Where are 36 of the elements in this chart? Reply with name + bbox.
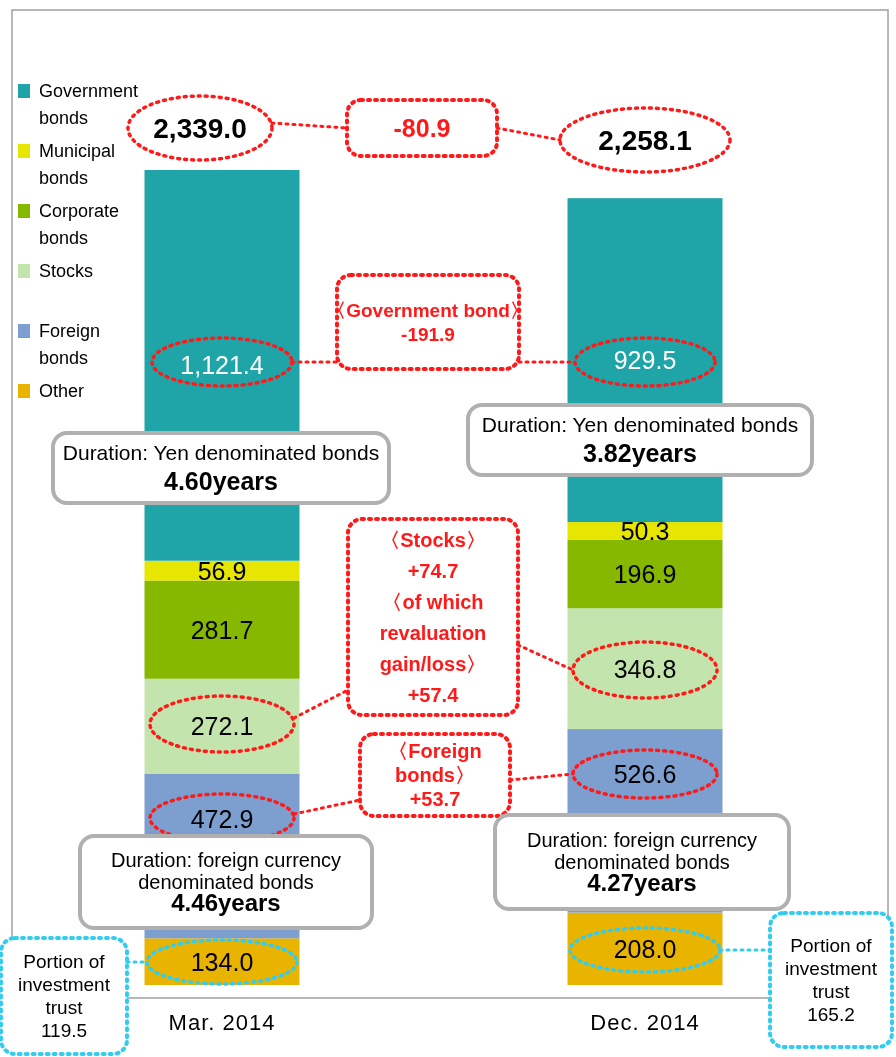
data-label: 1,121.4 <box>180 351 264 380</box>
data-label: 281.7 <box>190 615 254 644</box>
bar <box>567 608 723 730</box>
data-label: 929.5 <box>613 346 677 375</box>
x-tick-label: Mar. 2014 <box>168 1010 276 1035</box>
legend-label: Other <box>39 381 85 401</box>
data-label: 346.8 <box>613 654 677 683</box>
annotation: Portion of investment trust 165.2 <box>785 935 878 1026</box>
x-tick-label: Dec. 2014 <box>590 1010 700 1035</box>
legend-label: Corporate bonds <box>39 201 120 248</box>
annotation: Portion of investment trust 119.5 <box>18 951 111 1042</box>
legend-label: Municipal bonds <box>39 141 116 188</box>
text: -80.9 <box>393 113 451 142</box>
bar <box>144 580 300 679</box>
data-label: 50.3 <box>620 516 670 545</box>
data-label: 208.0 <box>613 934 677 963</box>
bar <box>144 678 300 774</box>
total-label: 2,258.1 <box>598 125 692 156</box>
legend-label: Foreign bonds <box>39 321 101 368</box>
data-label: 134.0 <box>190 947 254 976</box>
annotation: Duration: Yen denominated bonds 4.60years <box>62 441 380 496</box>
annotation: Duration: foreign currency denominated bonds 4.46years <box>110 849 342 916</box>
legend-label: Stocks <box>39 261 94 281</box>
bar <box>567 539 723 609</box>
annotation: Duration: foreign currency denominated bonds 4.27years <box>526 829 758 896</box>
annotation: 〈Government bond〉 -191.9 <box>327 299 529 345</box>
legend-label: Government bonds <box>39 81 139 128</box>
total-label: 2,339.0 <box>153 113 247 144</box>
annotation: Duration: Yen denominated bonds 3.82years <box>481 413 799 468</box>
data-label: 472.9 <box>190 804 254 833</box>
data-label: 56.9 <box>197 556 247 585</box>
annotation: 〈Foreign bonds〉 +53.7 <box>388 740 482 810</box>
data-label: 196.9 <box>613 559 677 588</box>
annotation: 〈Stocks〉 +74.7 〈of which revaluation gain/loss〉 +57.4 <box>379 528 487 706</box>
data-label: 526.6 <box>613 760 677 789</box>
data-label: 272.1 <box>190 712 254 741</box>
